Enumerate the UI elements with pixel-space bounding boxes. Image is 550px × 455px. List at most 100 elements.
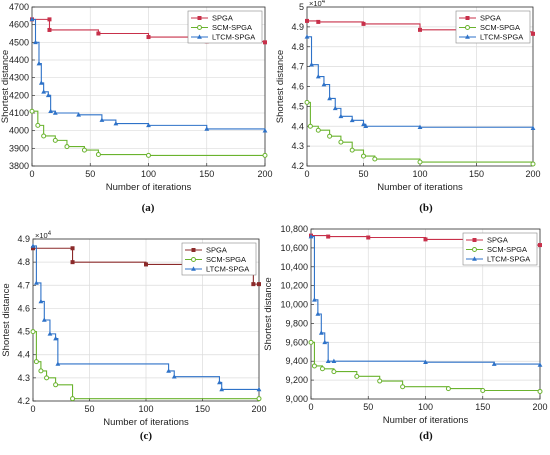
x-tick-label: 50 — [84, 404, 94, 414]
data-point — [361, 121, 366, 127]
y-tick-label: 9,400 — [285, 356, 308, 366]
y-tick-label: 9,200 — [285, 375, 308, 385]
data-point — [338, 139, 344, 145]
data-point — [349, 117, 355, 123]
data-point — [417, 124, 423, 130]
data-point — [327, 133, 333, 139]
data-point — [41, 89, 47, 94]
y-tick-label: 10,400 — [280, 262, 308, 272]
data-point — [96, 31, 101, 36]
data-point — [491, 361, 497, 366]
data-point — [354, 373, 360, 379]
legend-entry: LTCM-SPGA — [212, 33, 255, 42]
x-tick-label: 100 — [412, 169, 427, 179]
legend-marker — [197, 34, 202, 39]
x-tick-label: 100 — [138, 404, 153, 414]
x-tick-label: 0 — [308, 402, 313, 412]
chart-panel-3: 4.2 4.3 4.4 4.5 4.6 4.7 4.8 4.9 0 50 100 150 200 ×104… — [1, 231, 267, 442]
data-point — [257, 282, 261, 287]
legend-marker — [197, 25, 202, 30]
data-point — [99, 117, 105, 122]
data-point — [311, 363, 317, 369]
legend-entry: LTCM-SPGA — [206, 265, 249, 274]
data-point — [262, 128, 268, 133]
chart-panel-1: 3800 3900 4000 4100 4200 4300 4400 4500 4600 4700… — [0, 2, 273, 214]
data-point — [530, 161, 536, 167]
y-axis-label: Shortest distance — [0, 50, 11, 123]
data-point — [70, 396, 76, 402]
legend-marker — [472, 256, 477, 261]
data-point — [29, 108, 35, 114]
legend-entry: LTCM-SPGA — [480, 33, 523, 42]
data-point — [38, 368, 44, 374]
data-point — [377, 378, 383, 384]
y-tick-label: 9,600 — [285, 337, 308, 347]
data-point — [331, 358, 337, 364]
data-point — [47, 331, 53, 336]
y-tick-label: 9,000 — [285, 394, 308, 404]
y-tick-label: 4100 — [9, 108, 29, 118]
data-point — [48, 108, 54, 114]
y-tick-label: 10,600 — [280, 243, 308, 253]
y-tick-label: 4.8 — [17, 257, 30, 267]
data-point — [217, 379, 222, 385]
data-point — [70, 260, 75, 265]
data-point — [47, 27, 52, 32]
data-point — [146, 122, 151, 128]
data-point — [400, 384, 406, 390]
data-point — [331, 369, 337, 375]
y-tick-label: 4.5 — [17, 327, 30, 337]
data-point — [321, 81, 327, 87]
data-point — [70, 246, 75, 251]
data-point — [166, 368, 171, 373]
x-tick-label: 100 — [141, 169, 156, 179]
data-point — [113, 121, 119, 126]
legend-marker — [191, 248, 196, 252]
y-tick-label: 4.9 — [291, 22, 304, 32]
y-tick-label: 4.6 — [291, 82, 304, 92]
data-point — [304, 34, 310, 39]
legend-marker — [472, 247, 477, 252]
data-point — [307, 123, 313, 129]
data-point — [52, 110, 58, 115]
data-point — [366, 235, 371, 240]
panel-label: (d) — [419, 430, 433, 442]
data-point — [332, 105, 338, 111]
data-point — [361, 153, 366, 159]
legend-marker — [465, 25, 470, 30]
series-line-scm-spga — [32, 110, 265, 156]
data-point — [537, 362, 543, 367]
x-tick-label: 200 — [257, 169, 272, 179]
data-point — [219, 386, 225, 392]
y-tick-label: 4400 — [9, 55, 29, 65]
series-line-scm-spga — [307, 101, 534, 165]
x-axis-label: Number of iterations — [106, 182, 192, 193]
legend-entry: SPGA — [206, 246, 227, 255]
x-tick-label: 200 — [525, 169, 540, 179]
data-point — [530, 125, 536, 131]
y-tick-label: 4.7 — [291, 62, 304, 72]
data-point — [318, 330, 324, 335]
y-tick-label: 4.3 — [291, 141, 304, 151]
data-point — [315, 311, 321, 316]
y-tick-label: 9,800 — [285, 318, 308, 328]
data-point — [538, 243, 542, 248]
x-tick-label: 0 — [30, 404, 35, 414]
y-tick-label: 4.8 — [291, 42, 304, 52]
data-point — [263, 40, 267, 45]
y-tick-label: 4500 — [9, 37, 29, 47]
y-axis-label: Shortest distance — [263, 277, 274, 350]
data-point — [38, 80, 44, 85]
data-point — [308, 233, 314, 239]
data-point — [36, 60, 42, 66]
data-point — [308, 339, 314, 345]
data-point — [480, 388, 486, 393]
y-tick-label: 3900 — [9, 143, 29, 153]
x-tick-label: 0 — [29, 169, 34, 179]
data-point — [315, 73, 321, 79]
x-tick-label: 50 — [358, 169, 368, 179]
x-tick-label: 50 — [363, 402, 373, 412]
data-point — [81, 147, 87, 153]
